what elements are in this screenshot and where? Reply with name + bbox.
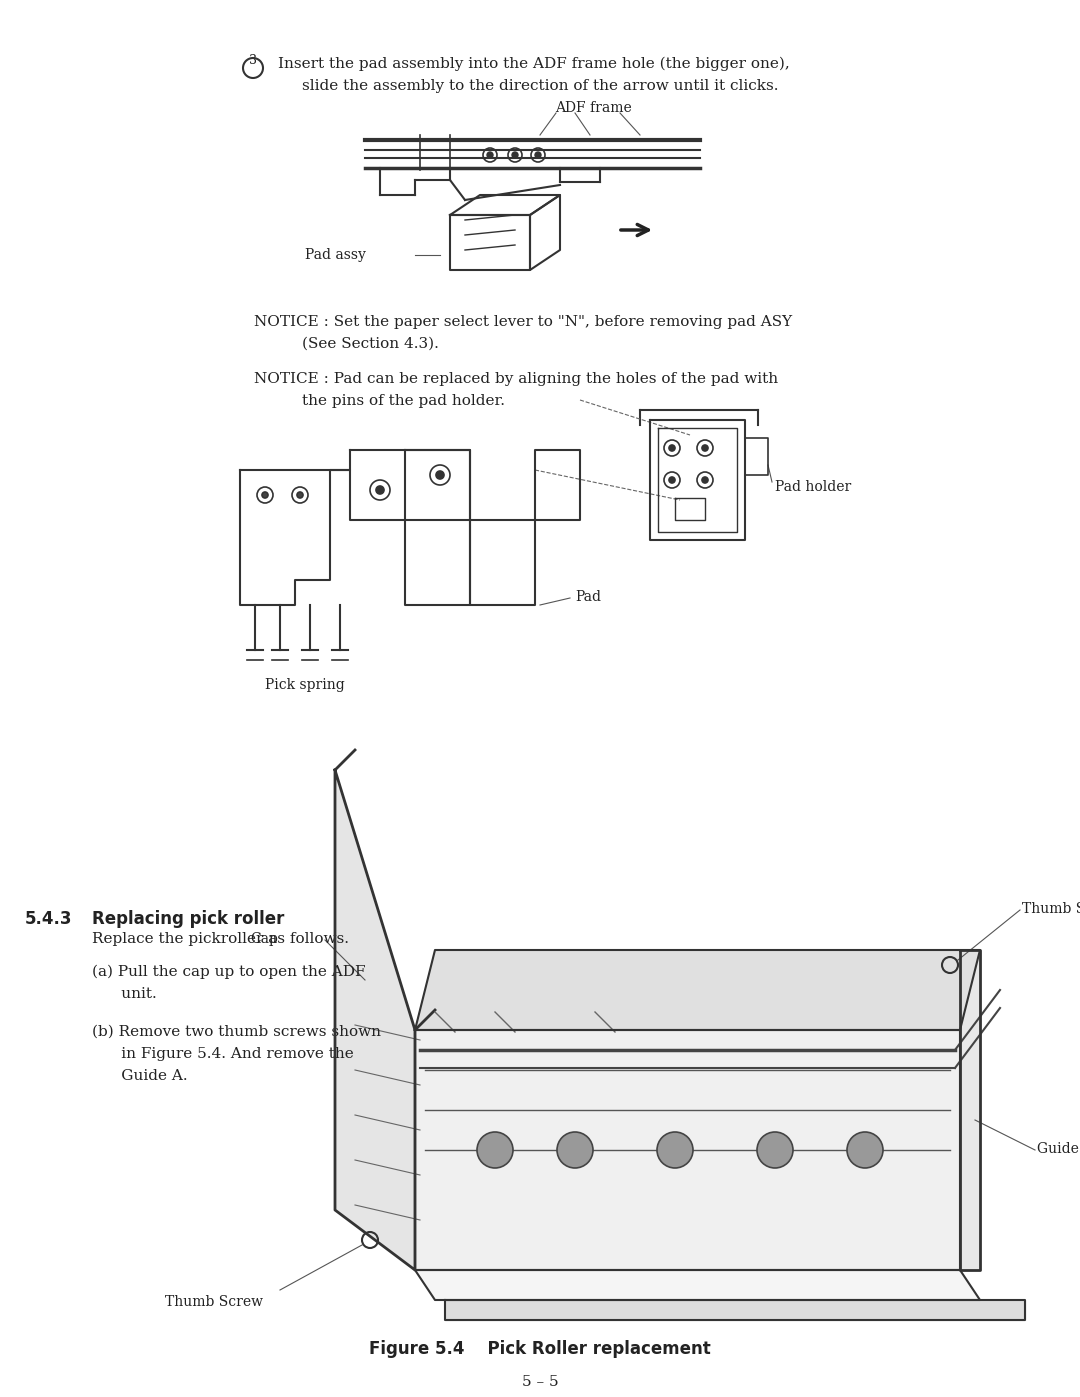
Text: Pad: Pad bbox=[575, 590, 600, 604]
Text: Cap: Cap bbox=[249, 932, 278, 946]
Text: Figure 5.4    Pick Roller replacement: Figure 5.4 Pick Roller replacement bbox=[369, 1340, 711, 1358]
Text: slide the assembly to the direction of the arrow until it clicks.: slide the assembly to the direction of t… bbox=[302, 80, 779, 94]
Circle shape bbox=[487, 152, 492, 158]
Text: (b) Remove two thumb screws shown: (b) Remove two thumb screws shown bbox=[92, 1025, 381, 1039]
Circle shape bbox=[557, 1132, 593, 1168]
Circle shape bbox=[512, 152, 518, 158]
Polygon shape bbox=[415, 950, 980, 1030]
Text: (a) Pull the cap up to open the ADF: (a) Pull the cap up to open the ADF bbox=[92, 965, 365, 979]
Polygon shape bbox=[415, 1270, 980, 1301]
Text: Pad holder: Pad holder bbox=[775, 481, 851, 495]
Circle shape bbox=[702, 476, 708, 483]
Text: 5 – 5: 5 – 5 bbox=[522, 1375, 558, 1389]
Circle shape bbox=[436, 471, 444, 479]
Text: Replace the pickroller as follows.: Replace the pickroller as follows. bbox=[92, 932, 349, 946]
Polygon shape bbox=[445, 1301, 1025, 1320]
Polygon shape bbox=[960, 950, 980, 1270]
Text: 5.4.3: 5.4.3 bbox=[25, 909, 72, 928]
Circle shape bbox=[757, 1132, 793, 1168]
Polygon shape bbox=[415, 1030, 960, 1270]
Circle shape bbox=[669, 476, 675, 483]
Text: Replacing pick roller: Replacing pick roller bbox=[92, 909, 284, 928]
Text: Thumb Screw: Thumb Screw bbox=[1022, 902, 1080, 916]
Circle shape bbox=[702, 446, 708, 451]
Circle shape bbox=[669, 446, 675, 451]
Circle shape bbox=[847, 1132, 883, 1168]
Circle shape bbox=[297, 492, 303, 497]
Circle shape bbox=[535, 152, 541, 158]
Text: 3: 3 bbox=[249, 54, 257, 67]
Text: NOTICE : Set the paper select lever to "N", before removing pad ASY: NOTICE : Set the paper select lever to "… bbox=[254, 314, 792, 330]
Text: (See Section 4.3).: (See Section 4.3). bbox=[302, 337, 438, 351]
Text: Guide A: Guide A bbox=[1037, 1141, 1080, 1155]
Text: NOTICE : Pad can be replaced by aligning the holes of the pad with: NOTICE : Pad can be replaced by aligning… bbox=[254, 372, 778, 386]
Text: in Figure 5.4. And remove the: in Figure 5.4. And remove the bbox=[92, 1046, 354, 1060]
Text: Thumb Screw: Thumb Screw bbox=[165, 1295, 264, 1309]
Text: the pins of the pad holder.: the pins of the pad holder. bbox=[302, 394, 505, 408]
Text: Insert the pad assembly into the ADF frame hole (the bigger one),: Insert the pad assembly into the ADF fra… bbox=[278, 57, 789, 71]
Text: Pick spring: Pick spring bbox=[265, 678, 345, 692]
Text: unit.: unit. bbox=[92, 988, 157, 1002]
Circle shape bbox=[477, 1132, 513, 1168]
Circle shape bbox=[657, 1132, 693, 1168]
Polygon shape bbox=[335, 770, 415, 1270]
Text: ADF frame: ADF frame bbox=[555, 101, 632, 115]
Circle shape bbox=[376, 486, 384, 495]
Text: Pad assy: Pad assy bbox=[305, 249, 366, 263]
Circle shape bbox=[262, 492, 268, 497]
Text: Guide A.: Guide A. bbox=[92, 1069, 188, 1083]
